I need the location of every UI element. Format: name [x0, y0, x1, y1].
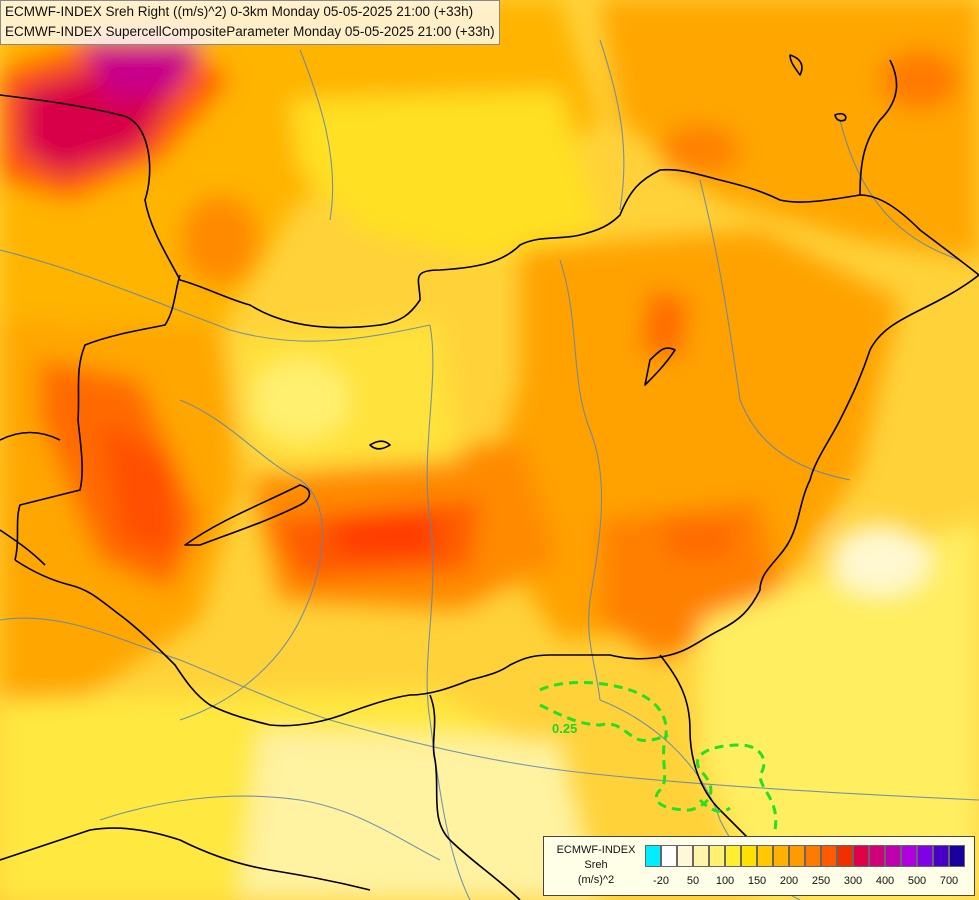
- legend-swatch: [661, 845, 677, 867]
- legend-swatch: [757, 845, 773, 867]
- legend-swatch: [789, 845, 805, 867]
- legend-tick-label: 400: [875, 875, 895, 887]
- country-borders: [0, 54, 979, 900]
- legend-swatch: [709, 845, 725, 867]
- legend-swatch: [821, 845, 837, 867]
- colorbar-legend: ECMWF-INDEX Sreh (m/s)^2 -20 50 100 150 200 2…: [543, 836, 975, 896]
- legend-ticks: -20 50 100 150 200 250 300 400 500 700: [645, 875, 975, 889]
- legend-title-model: ECMWF-INDEX: [556, 844, 636, 856]
- legend-tick-label: 300: [843, 875, 863, 887]
- title-line-sreh: ECMWF-INDEX Sreh Right ((m/s)^2) 0-3km M…: [5, 4, 474, 19]
- legend-swatch: [917, 845, 933, 867]
- legend-swatch: [677, 845, 693, 867]
- legend-title-unit: (m/s)^2: [577, 874, 615, 886]
- legend-tick-label: 700: [939, 875, 959, 887]
- legend-swatch: [693, 845, 709, 867]
- contour-value-label: 0.25: [552, 721, 578, 736]
- chart-title-box: ECMWF-INDEX Sreh Right ((m/s)^2) 0-3km M…: [0, 0, 500, 45]
- legend-swatch: [933, 845, 949, 867]
- title-line-scp: ECMWF-INDEX SupercellCompositeParameter …: [5, 24, 495, 39]
- scp-contour-025: [539, 681, 778, 831]
- legend-swatch: [853, 845, 869, 867]
- legend-tick-label: 150: [747, 875, 767, 887]
- legend-swatch: [901, 845, 917, 867]
- legend-tick-label: 50: [686, 875, 700, 887]
- legend-swatch: [837, 845, 853, 867]
- legend-tick-label: 250: [811, 875, 831, 887]
- rivers: [0, 39, 979, 900]
- legend-swatch: [805, 845, 821, 867]
- legend-title-variable: Sreh: [584, 859, 608, 871]
- legend-swatch: [949, 845, 965, 867]
- legend-swatch: [869, 845, 885, 867]
- legend-title: ECMWF-INDEX Sreh (m/s)^2: [548, 843, 644, 888]
- legend-swatch: [773, 845, 789, 867]
- legend-tick-label: 200: [779, 875, 799, 887]
- legend-swatches: [645, 845, 965, 867]
- legend-swatch: [725, 845, 741, 867]
- legend-tick-label: -20: [653, 875, 669, 887]
- legend-tick-label: 500: [907, 875, 927, 887]
- legend-swatch: [645, 845, 661, 867]
- legend-swatch: [885, 845, 901, 867]
- legend-swatch: [741, 845, 757, 867]
- legend-tick-label: 100: [715, 875, 735, 887]
